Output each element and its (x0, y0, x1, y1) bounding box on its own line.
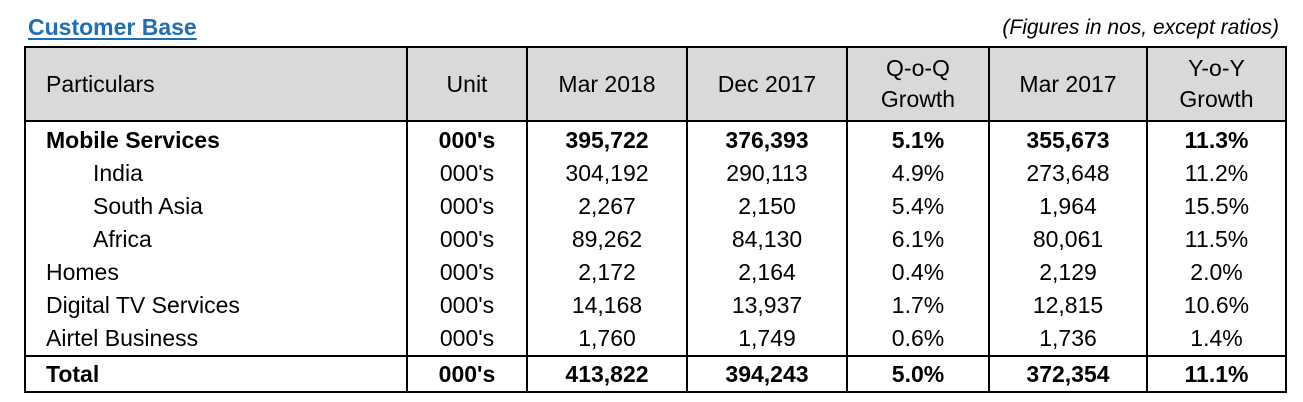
cell-dec-2017: 1,749 (686, 322, 848, 356)
col-header-particulars: Particulars (24, 46, 408, 122)
cell-qoq-growth: 5.0% (846, 355, 990, 393)
cell-mar-2017: 12,815 (988, 289, 1148, 322)
col-header-dec-2017: Dec 2017 (686, 46, 848, 122)
cell-dec-2017: 2,164 (686, 256, 848, 289)
figures-note: (Figures in nos, except ratios) (1002, 16, 1279, 39)
row-label: Homes (24, 256, 408, 289)
table-row-africa: Africa 000's 89,262 84,130 6.1% 80,061 1… (24, 223, 1287, 256)
cell-dec-2017: 290,113 (686, 157, 848, 190)
cell-unit: 000's (406, 289, 528, 322)
col-header-yoy-growth: Y-o-Y Growth (1146, 46, 1287, 122)
cell-dec-2017: 394,243 (686, 355, 848, 393)
cell-yoy-growth: 11.1% (1146, 355, 1287, 393)
col-header-unit: Unit (406, 46, 528, 122)
row-label: Africa (24, 223, 408, 256)
cell-mar-2017: 80,061 (988, 223, 1148, 256)
cell-mar-2017: 355,673 (988, 121, 1148, 157)
table-row-homes: Homes 000's 2,172 2,164 0.4% 2,129 2.0% (24, 256, 1287, 289)
col-header-mar-2017: Mar 2017 (988, 46, 1148, 122)
cell-unit: 000's (406, 256, 528, 289)
cell-mar-2018: 89,262 (526, 223, 688, 256)
cell-mar-2017: 273,648 (988, 157, 1148, 190)
cell-yoy-growth: 11.2% (1146, 157, 1287, 190)
cell-mar-2018: 2,267 (526, 190, 688, 223)
row-label: Mobile Services (24, 121, 408, 157)
row-label: Airtel Business (24, 322, 408, 356)
row-label: South Asia (24, 190, 408, 223)
table-row-digital-tv-services: Digital TV Services 000's 14,168 13,937 … (24, 289, 1287, 322)
cell-yoy-growth: 2.0% (1146, 256, 1287, 289)
cell-dec-2017: 84,130 (686, 223, 848, 256)
cell-dec-2017: 376,393 (686, 121, 848, 157)
cell-yoy-growth: 1.4% (1146, 322, 1287, 356)
cell-unit: 000's (406, 157, 528, 190)
row-label: Digital TV Services (24, 289, 408, 322)
col-header-mar-2018: Mar 2018 (526, 46, 688, 122)
cell-mar-2018: 2,172 (526, 256, 688, 289)
cell-unit: 000's (406, 223, 528, 256)
header-row: Particulars Unit Mar 2018 Dec 2017 Q-o-Q… (24, 46, 1287, 122)
cell-qoq-growth: 0.4% (846, 256, 990, 289)
cell-qoq-growth: 6.1% (846, 223, 990, 256)
row-label: Total (24, 355, 408, 393)
table-row-airtel-business: Airtel Business 000's 1,760 1,749 0.6% 1… (24, 322, 1287, 356)
cell-mar-2018: 413,822 (526, 355, 688, 393)
table-row-south-asia: South Asia 000's 2,267 2,150 5.4% 1,964 … (24, 190, 1287, 223)
table-row-mobile-services: Mobile Services 000's 395,722 376,393 5.… (24, 121, 1287, 157)
cell-dec-2017: 2,150 (686, 190, 848, 223)
cell-mar-2017: 1,964 (988, 190, 1148, 223)
cell-yoy-growth: 11.3% (1146, 121, 1287, 157)
cell-mar-2017: 1,736 (988, 322, 1148, 356)
cell-mar-2018: 395,722 (526, 121, 688, 157)
cell-mar-2018: 1,760 (526, 322, 688, 356)
cell-mar-2018: 14,168 (526, 289, 688, 322)
cell-yoy-growth: 15.5% (1146, 190, 1287, 223)
customer-base-table: Particulars Unit Mar 2018 Dec 2017 Q-o-Q… (24, 46, 1287, 393)
cell-mar-2017: 2,129 (988, 256, 1148, 289)
cell-dec-2017: 13,937 (686, 289, 848, 322)
table-row-total: Total 000's 413,822 394,243 5.0% 372,354… (24, 355, 1287, 393)
section-title[interactable]: Customer Base (28, 14, 197, 40)
cell-qoq-growth: 5.1% (846, 121, 990, 157)
cell-qoq-growth: 4.9% (846, 157, 990, 190)
row-label: India (24, 157, 408, 190)
cell-qoq-growth: 1.7% (846, 289, 990, 322)
table-row-india: India 000's 304,192 290,113 4.9% 273,648… (24, 157, 1287, 190)
cell-unit: 000's (406, 322, 528, 356)
cell-qoq-growth: 0.6% (846, 322, 990, 356)
cell-mar-2017: 372,354 (988, 355, 1148, 393)
cell-unit: 000's (406, 190, 528, 223)
cell-qoq-growth: 5.4% (846, 190, 990, 223)
cell-yoy-growth: 10.6% (1146, 289, 1287, 322)
cell-mar-2018: 304,192 (526, 157, 688, 190)
cell-unit: 000's (406, 121, 528, 157)
cell-yoy-growth: 11.5% (1146, 223, 1287, 256)
col-header-qoq-growth: Q-o-Q Growth (846, 46, 990, 122)
cell-unit: 000's (406, 355, 528, 393)
